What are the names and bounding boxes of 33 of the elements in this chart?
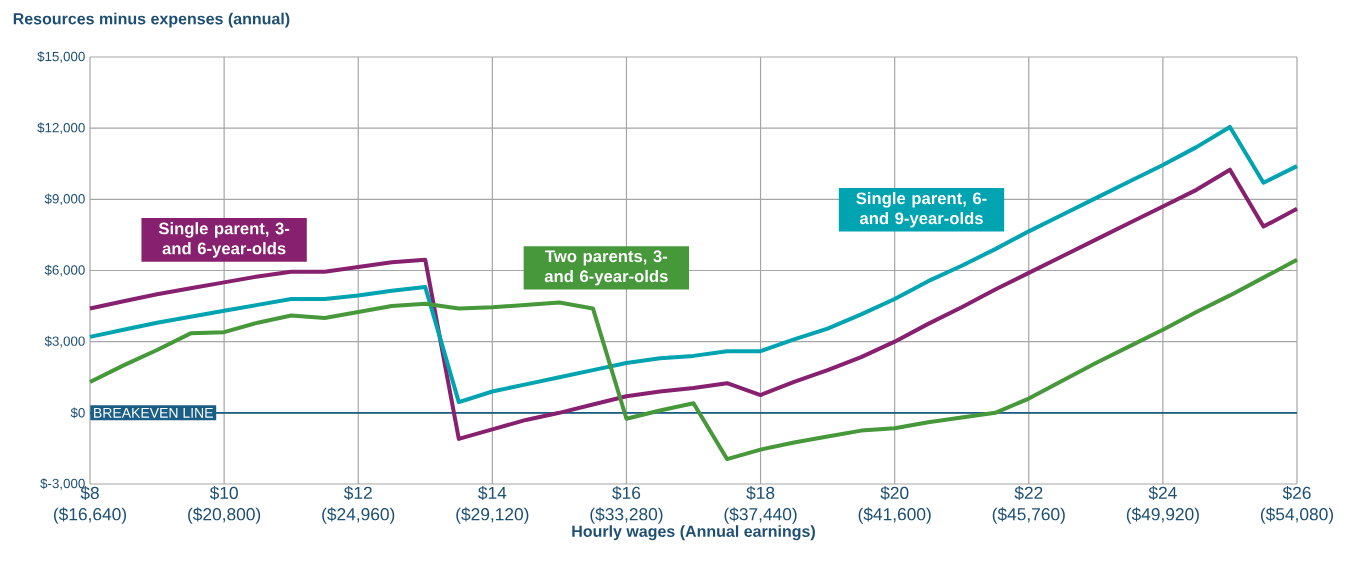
y-tick-label: $12,000: [37, 122, 85, 134]
y-tick-label: $0: [70, 407, 85, 419]
x-tick-label: $16: [612, 486, 641, 501]
x2-tick-label: ($33,280): [590, 507, 663, 524]
x-tick-label: $26: [1282, 486, 1311, 501]
chart-title: Resources minus expenses (annual): [13, 12, 290, 28]
y-tick-label: $15,000: [37, 51, 85, 63]
y-tick-label: $6,000: [44, 264, 85, 277]
x2-tick-label: ($41,600): [858, 507, 931, 524]
x2-tick-label: ($20,800): [188, 507, 261, 524]
y-tick-label: $3,000: [44, 335, 85, 348]
line-series: [88, 167, 1299, 441]
x-tick-label: $24: [1148, 486, 1177, 501]
x2-tick-label: ($37,440): [724, 507, 797, 524]
x2-tick-label: ($54,080): [1260, 507, 1334, 524]
x2-tick-label: ($24,960): [322, 507, 395, 524]
series-label: Single parent, 6- and 9-year-olds: [856, 191, 987, 228]
ref-line-label: BREAKEVEN LINE: [94, 408, 213, 418]
x-axis-title: Hourly wages (Annual earnings): [572, 525, 815, 541]
x-tick-label: $10: [209, 486, 238, 501]
x-tick-label: $18: [746, 486, 775, 501]
x-tick-label: $22: [1014, 486, 1043, 501]
x-tick-label: $20: [880, 486, 909, 501]
series-label: Single parent, 3- and 6-year-olds: [158, 222, 290, 258]
x-tick-label: $12: [343, 486, 372, 501]
y-tick-label: $9,000: [44, 193, 85, 206]
x-tick-label: $14: [478, 486, 507, 501]
series-label: Two parents, 3- and 6-year-olds: [544, 250, 668, 286]
line-series: [88, 124, 1299, 405]
x2-tick-label: ($49,920): [1126, 507, 1199, 524]
x2-tick-label: ($16,640): [53, 507, 127, 524]
x2-tick-label: ($29,120): [456, 507, 529, 524]
x2-tick-label: ($45,760): [992, 507, 1065, 524]
